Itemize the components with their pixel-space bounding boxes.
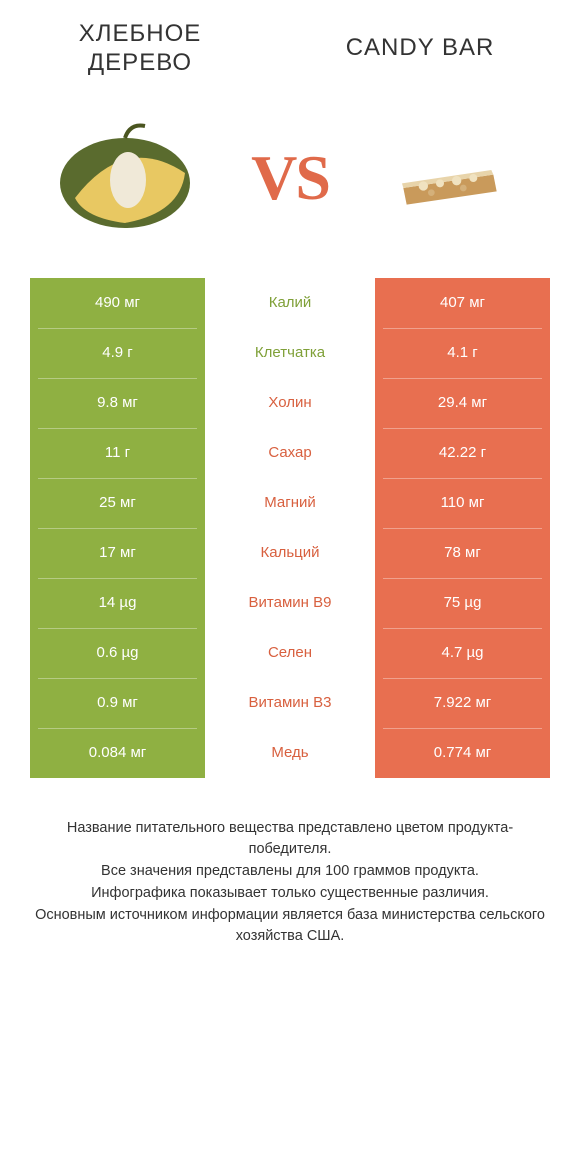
value-left: 4.9 г [30, 328, 205, 378]
value-right: 407 мг [375, 278, 550, 328]
nutrient-label: Холин [205, 378, 375, 428]
table-row: 490 мгКалий407 мг [30, 278, 550, 328]
table-row: 0.084 мгМедь0.774 мг [30, 728, 550, 778]
value-left: 490 мг [30, 278, 205, 328]
infographic-container: ХЛЕБНОЕДЕРЕВО CANDY BAR VS 490 мгКалий40… [0, 0, 580, 948]
value-left: 14 µg [30, 578, 205, 628]
hero-row: VS [0, 88, 580, 278]
nutrient-label: Сахар [205, 428, 375, 478]
value-left: 25 мг [30, 478, 205, 528]
vs-label: VS [251, 141, 329, 215]
header: ХЛЕБНОЕДЕРЕВО CANDY BAR [0, 0, 580, 88]
breadfruit-image [50, 118, 210, 238]
value-right: 0.774 мг [375, 728, 550, 778]
value-left: 0.6 µg [30, 628, 205, 678]
nutrient-label: Калий [205, 278, 375, 328]
nutrient-label: Магний [205, 478, 375, 528]
nutrient-label: Витамин B3 [205, 678, 375, 728]
value-left: 0.084 мг [30, 728, 205, 778]
table-row: 9.8 мгХолин29.4 мг [30, 378, 550, 428]
value-left: 0.9 мг [30, 678, 205, 728]
title-right: CANDY BAR [320, 34, 520, 63]
nutrient-label: Клетчатка [205, 328, 375, 378]
nutrient-label: Селен [205, 628, 375, 678]
value-right: 75 µg [375, 578, 550, 628]
value-right: 42.22 г [375, 428, 550, 478]
value-right: 29.4 мг [375, 378, 550, 428]
candybar-image [370, 118, 530, 238]
nutrient-label: Кальций [205, 528, 375, 578]
table-row: 0.6 µgСелен4.7 µg [30, 628, 550, 678]
footer-notes: Название питательного вещества представл… [0, 778, 580, 949]
value-left: 11 г [30, 428, 205, 478]
comparison-table: 490 мгКалий407 мг4.9 гКлетчатка4.1 г9.8 … [0, 278, 580, 778]
value-right: 7.922 мг [375, 678, 550, 728]
table-row: 17 мгКальций78 мг [30, 528, 550, 578]
nutrient-label: Медь [205, 728, 375, 778]
table-row: 25 мгМагний110 мг [30, 478, 550, 528]
value-left: 17 мг [30, 528, 205, 578]
footer-line: Все значения представлены для 100 граммо… [35, 861, 545, 883]
table-row: 4.9 гКлетчатка4.1 г [30, 328, 550, 378]
value-right: 4.1 г [375, 328, 550, 378]
value-left: 9.8 мг [30, 378, 205, 428]
value-right: 4.7 µg [375, 628, 550, 678]
footer-line: Основным источником информации является … [35, 905, 545, 949]
footer-line: Инфографика показывает только существенн… [35, 883, 545, 905]
table-row: 11 гСахар42.22 г [30, 428, 550, 478]
footer-line: Название питательного вещества представл… [35, 818, 545, 862]
table-row: 14 µgВитамин B975 µg [30, 578, 550, 628]
table-row: 0.9 мгВитамин B37.922 мг [30, 678, 550, 728]
value-right: 78 мг [375, 528, 550, 578]
title-left: ХЛЕБНОЕДЕРЕВО [40, 20, 240, 78]
value-right: 110 мг [375, 478, 550, 528]
nutrient-label: Витамин B9 [205, 578, 375, 628]
